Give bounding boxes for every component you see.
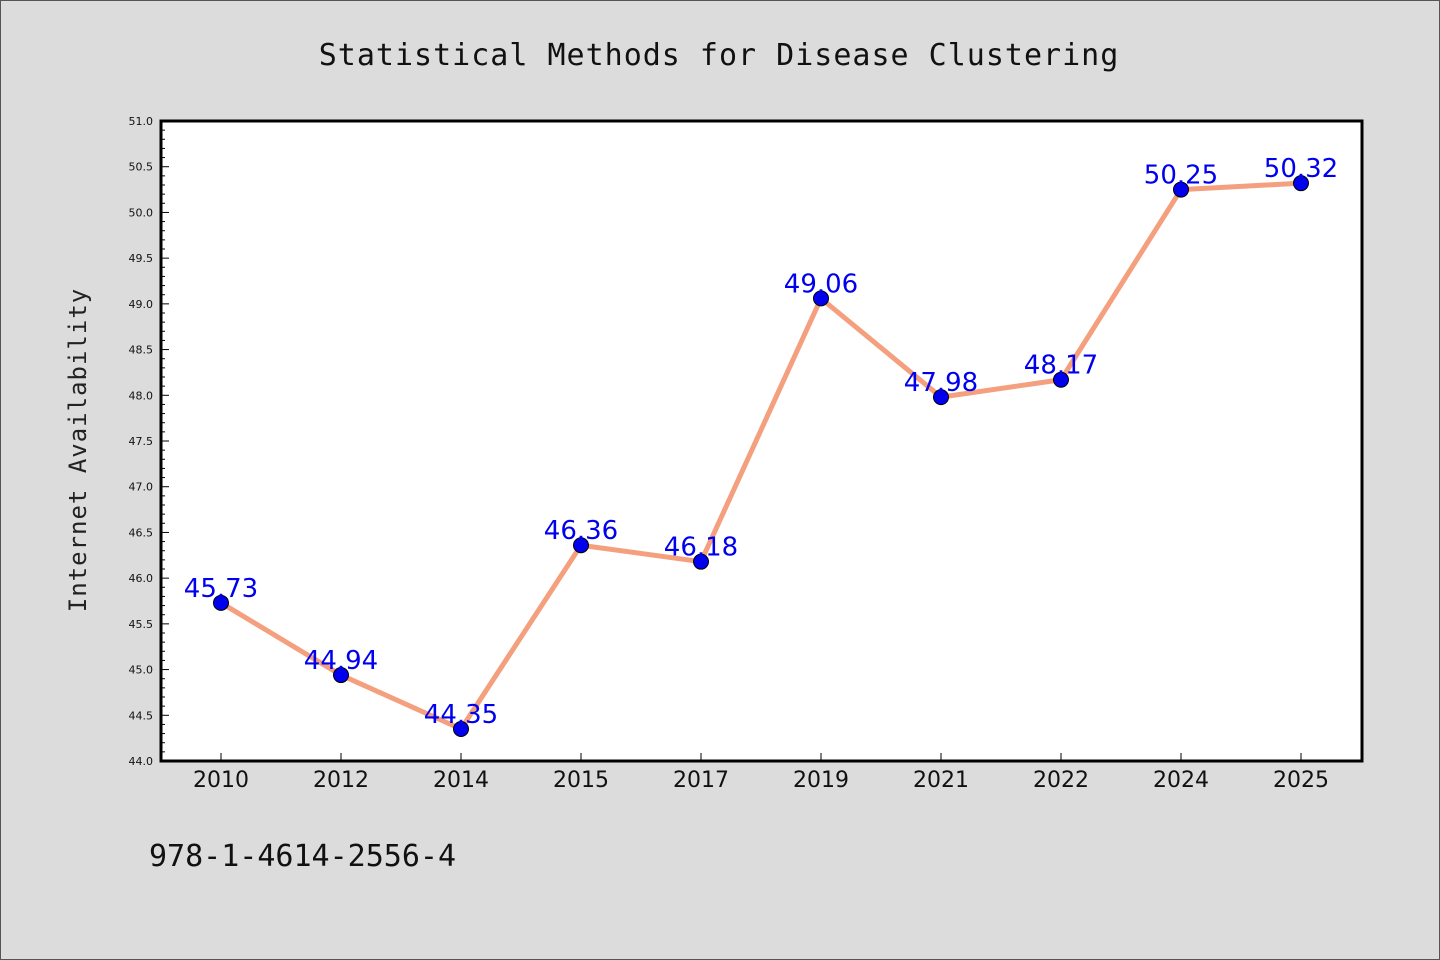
y-tick-label: 45.0 bbox=[129, 664, 154, 677]
y-tick-label: 48.0 bbox=[129, 389, 154, 402]
data-labels: 45.73 44.94 44.35 46.36 46.18 49.06 47.98 48.17… bbox=[184, 154, 1338, 730]
data-label: 48.17 bbox=[1024, 351, 1098, 381]
plot-area bbox=[161, 121, 1362, 761]
data-label: 47.98 bbox=[904, 368, 978, 398]
y-tick-label: 49.5 bbox=[129, 252, 154, 265]
y-axis-label: Internet Availability bbox=[64, 288, 92, 612]
y-tick-label: 48.5 bbox=[129, 344, 154, 357]
data-label: 46.36 bbox=[544, 516, 618, 546]
series-line bbox=[218, 180, 1304, 732]
x-tick-label: 2025 bbox=[1273, 768, 1329, 793]
x-tick-label: 2014 bbox=[433, 768, 489, 793]
data-point bbox=[813, 290, 829, 307]
data-point bbox=[453, 721, 469, 737]
data-point bbox=[1053, 371, 1069, 388]
data-label: 46.18 bbox=[664, 533, 738, 563]
x-tick-label: 2012 bbox=[313, 768, 369, 793]
data-point bbox=[1293, 175, 1309, 192]
data-point bbox=[933, 389, 949, 406]
x-tick-label: 2019 bbox=[793, 768, 849, 793]
y-tick-label: 45.5 bbox=[129, 618, 154, 631]
data-label: 49.06 bbox=[784, 269, 858, 299]
data-label: 50.25 bbox=[1144, 161, 1218, 191]
y-tick-label: 49.0 bbox=[129, 298, 154, 311]
data-point bbox=[693, 553, 709, 570]
plot-frame bbox=[159, 119, 1364, 763]
data-point bbox=[213, 594, 229, 611]
x-tick-label: 2010 bbox=[193, 768, 249, 793]
footnote-isbn: 978-1-4614-2556-4 bbox=[149, 839, 456, 874]
x-tick-label: 2024 bbox=[1153, 768, 1209, 793]
data-label: 44.35 bbox=[424, 700, 498, 730]
data-point bbox=[333, 667, 349, 684]
data-label: 50.32 bbox=[1264, 154, 1338, 184]
y-tick-label: 51.0 bbox=[129, 115, 154, 128]
y-tick-label: 44.0 bbox=[129, 755, 154, 768]
data-point bbox=[573, 537, 589, 554]
x-axis-ticks: 2010 2012 2014 2015 2017 2019 2021 2022 2024 2025 bbox=[193, 753, 1329, 793]
data-label: 44.94 bbox=[304, 646, 378, 676]
chart-title: Statistical Methods for Disease Clusteri… bbox=[319, 38, 1120, 73]
x-tick-label: 2015 bbox=[553, 768, 609, 793]
y-tick-label: 47.0 bbox=[129, 481, 154, 494]
y-axis-ticks: 44.0 44.5 45.0 45.5 46.0 46.5 47.0 47.5 48.0 48.5… bbox=[129, 115, 169, 768]
series-layer bbox=[213, 175, 1309, 737]
y-tick-label: 46.0 bbox=[129, 572, 154, 585]
y-tick-label: 50.0 bbox=[129, 206, 154, 219]
x-tick-label: 2022 bbox=[1033, 768, 1089, 793]
x-tick-label: 2017 bbox=[673, 768, 729, 793]
data-point bbox=[1173, 181, 1189, 198]
y-tick-label: 46.5 bbox=[129, 526, 154, 539]
data-label: 45.73 bbox=[184, 574, 258, 604]
x-tick-label: 2021 bbox=[913, 768, 969, 793]
y-tick-label: 47.5 bbox=[129, 435, 154, 448]
y-tick-label: 44.5 bbox=[129, 709, 154, 722]
y-tick-label: 50.5 bbox=[129, 161, 154, 174]
